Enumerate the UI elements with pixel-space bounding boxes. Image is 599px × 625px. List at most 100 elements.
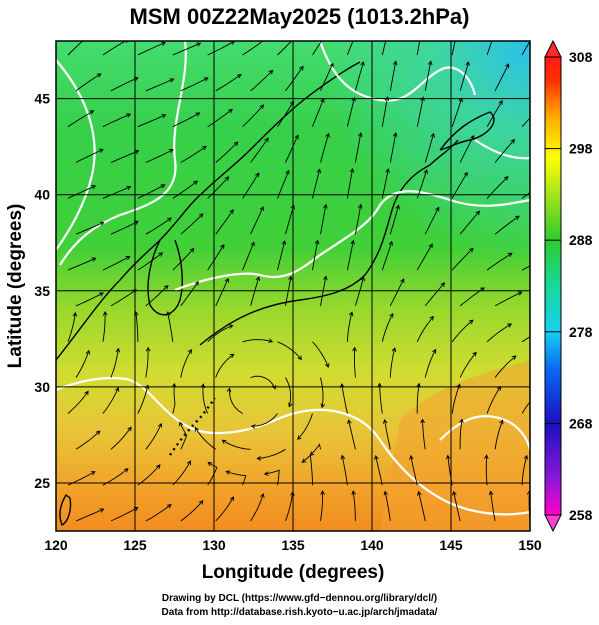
streamline-14 <box>75 73 101 92</box>
streamline-78 <box>354 204 362 235</box>
streamline-arrowhead <box>256 456 262 461</box>
y-tick-label: 40 <box>34 187 50 203</box>
streamline-arrowhead <box>377 382 382 388</box>
colorbar-tick-label: 278 <box>569 324 593 340</box>
y-tick-label: 45 <box>34 91 50 107</box>
streamline-192 <box>418 491 426 522</box>
streamline-145 <box>229 388 243 414</box>
streamline-arrowhead <box>435 206 440 212</box>
streamline-arrowhead <box>126 113 132 118</box>
streamline-arrowhead <box>301 458 307 463</box>
map-title: MSM 00Z22May2025 (1013.2hPa) <box>129 4 470 29</box>
streamline-arrowhead <box>99 292 104 297</box>
streamline-152 <box>486 386 501 414</box>
x-tick-labels: 120 125 130 135 140 145 150 <box>44 537 542 553</box>
streamline-129 <box>180 349 192 378</box>
colorbar-tick-label: 268 <box>569 415 593 431</box>
streamline-arrowhead <box>511 355 517 360</box>
streamline-arrowhead <box>429 315 435 321</box>
streamline-115 <box>167 312 174 342</box>
streamline-11 <box>451 41 456 56</box>
streamline-132 <box>285 377 292 407</box>
x-tick-label: 150 <box>518 537 542 553</box>
streamline-arrowhead <box>163 284 169 290</box>
streamline-arrowhead <box>537 390 541 394</box>
streamline-arrowhead <box>169 78 175 83</box>
streamline-arrowhead <box>259 206 264 212</box>
streamline-arrowhead <box>228 324 234 329</box>
streamline-97 <box>521 265 530 271</box>
streamline-190 <box>352 491 356 522</box>
coastline-asia <box>56 61 361 361</box>
streamline-80 <box>424 207 440 235</box>
streamline-188 <box>285 491 294 522</box>
streamline-arrowhead <box>99 508 105 513</box>
streamline-98 <box>75 292 104 307</box>
streamline-79 <box>389 205 400 235</box>
streamline-arrowhead <box>294 134 299 140</box>
streamline-166 <box>494 420 504 450</box>
streamline-arrowhead <box>395 204 400 210</box>
streamline-arrowhead <box>168 149 174 154</box>
streamline-arrowhead <box>259 104 265 110</box>
streamline-50 <box>354 132 362 163</box>
streamline-183 <box>110 507 138 522</box>
streamline-113 <box>102 311 106 342</box>
streamline-143 <box>172 383 176 414</box>
streamline-arrowhead <box>166 504 172 509</box>
streamline-arrowhead <box>484 454 489 459</box>
streamline-30 <box>137 114 166 128</box>
streamline-17 <box>180 77 209 92</box>
streamline-45 <box>180 146 207 163</box>
streamline-arrowhead <box>166 311 171 317</box>
streamline-arrowhead <box>340 454 346 460</box>
streamline-126 <box>75 350 90 378</box>
streamline-64 <box>346 168 354 199</box>
streamline-186 <box>215 496 234 522</box>
streamline-66 <box>416 169 428 199</box>
streamline-9 <box>381 41 387 56</box>
streamline-arrowhead <box>432 348 437 354</box>
streamline-arrowhead <box>161 41 166 46</box>
streamline-163 <box>384 419 391 450</box>
streamline-arrowhead <box>539 105 543 109</box>
streamline-arrowhead <box>295 33 299 37</box>
streamline-arrowhead <box>314 239 320 245</box>
streamline-87 <box>172 248 195 271</box>
streamline-156 <box>145 423 162 450</box>
streamline-89 <box>242 242 255 271</box>
streamline-49 <box>320 133 330 163</box>
streamline-arrowhead <box>281 240 287 245</box>
streamline-arrowhead <box>221 439 227 444</box>
streamline-arrowhead <box>98 148 104 153</box>
streamline-72 <box>145 217 172 235</box>
streamline-99 <box>110 289 137 307</box>
streamline-90 <box>277 240 286 271</box>
streamline-51 <box>389 132 397 163</box>
streamline-arrowhead <box>299 65 304 71</box>
streamline-arrowhead <box>417 490 422 496</box>
contour-line-2 <box>59 41 187 266</box>
colorbar-tick-label: 258 <box>569 507 593 523</box>
streamline-73 <box>180 213 204 235</box>
contour-line-3 <box>56 376 530 516</box>
streamline-2 <box>137 42 166 56</box>
streamline-arrowhead <box>220 244 225 249</box>
streamline-19 <box>250 70 273 92</box>
streamline-76 <box>285 205 295 235</box>
streamline-arrowhead <box>186 460 192 466</box>
streamline-1 <box>102 41 127 56</box>
streamline-arrowhead <box>297 435 302 440</box>
streamline-arrowhead <box>145 346 151 352</box>
streamline-arrowhead <box>387 26 391 30</box>
streamline-arrowhead <box>194 280 199 286</box>
colorbar-ticks: 258 268 278 288 298 308 <box>545 49 593 523</box>
streamline-184 <box>145 504 172 522</box>
streamline-96 <box>486 252 513 271</box>
streamline-94 <box>416 243 433 271</box>
streamline-107 <box>389 278 405 307</box>
streamline-arrowhead <box>459 418 464 424</box>
streamline-177 <box>375 455 383 486</box>
streamline-arrowhead <box>325 363 330 368</box>
streamline-121 <box>381 313 394 342</box>
